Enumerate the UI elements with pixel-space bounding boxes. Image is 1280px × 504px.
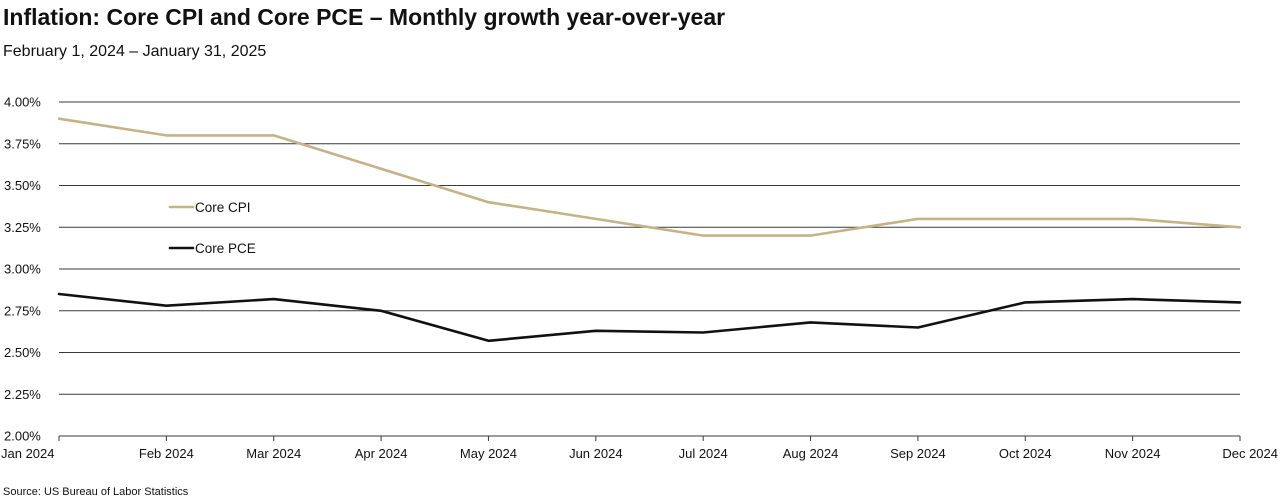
line-chart: 2.00% 2.25% 2.50% 2.75% 3.00% 3.25% 3.50% 3.75%… xyxy=(1,95,1278,462)
y-tick-label: 3.25% xyxy=(4,220,41,235)
x-tick-label: Oct 2024 xyxy=(999,446,1052,461)
x-tick-label: May 2024 xyxy=(460,446,517,461)
x-tick-label: Aug 2024 xyxy=(783,446,839,461)
x-tick-label: Nov 2024 xyxy=(1105,446,1161,461)
y-tick-label: 2.00% xyxy=(4,429,41,444)
x-tick-label: Jul 2024 xyxy=(679,446,728,461)
series-lines xyxy=(57,117,1242,343)
y-tick-label: 2.25% xyxy=(4,387,41,402)
x-axis-ticks: Jan 2024 Feb 2024 Mar 2024 Apr 2024 May 2024… xyxy=(1,436,1278,461)
series-line-core-pce xyxy=(57,292,1242,343)
y-axis-ticks: 2.00% 2.25% 2.50% 2.75% 3.00% 3.25% 3.50% 3.75%… xyxy=(4,95,41,444)
gridlines xyxy=(59,101,1240,437)
x-tick-label: Sep 2024 xyxy=(890,446,946,461)
source-note: Source: US Bureau of Labor Statistics xyxy=(3,486,189,498)
legend-label-core-pce: Core PCE xyxy=(195,241,256,256)
x-tick-label: Jan 2024 xyxy=(1,446,55,461)
legend-label-core-cpi: Core CPI xyxy=(195,200,251,215)
y-tick-label: 3.50% xyxy=(4,178,41,193)
x-tick-label: Apr 2024 xyxy=(355,446,408,461)
x-tick-label: Mar 2024 xyxy=(246,446,301,461)
x-tick-label: Feb 2024 xyxy=(139,446,194,461)
chart-subtitle: February 1, 2024 – January 31, 2025 xyxy=(3,43,267,60)
chart-title: Inflation: Core CPI and Core PCE – Month… xyxy=(3,4,726,30)
y-tick-label: 3.00% xyxy=(4,262,41,277)
y-tick-label: 3.75% xyxy=(4,136,41,151)
y-tick-label: 2.50% xyxy=(4,345,41,360)
y-tick-label: 4.00% xyxy=(4,95,41,110)
series-line-core-cpi xyxy=(57,117,1242,237)
legend: Core CPI Core PCE xyxy=(168,200,256,256)
x-tick-label: Dec 2024 xyxy=(1222,446,1278,461)
x-tick-label: Jun 2024 xyxy=(569,446,623,461)
y-tick-label: 2.75% xyxy=(4,303,41,318)
